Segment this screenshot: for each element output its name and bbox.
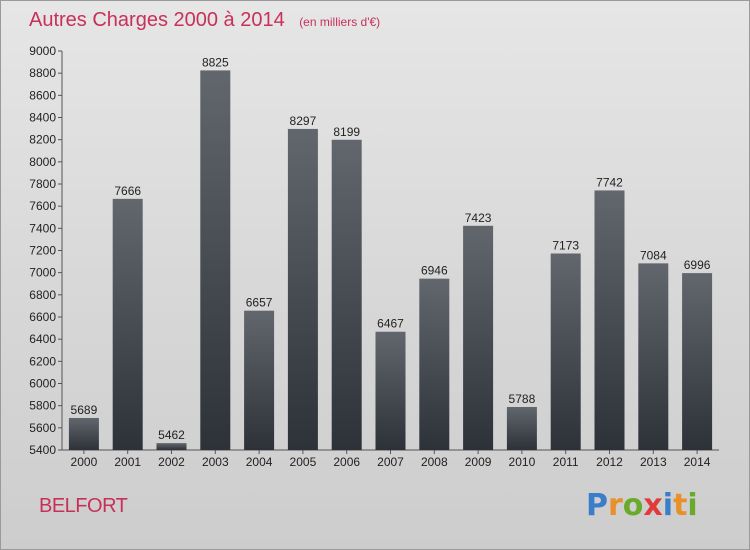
x-tick-label: 2003: [202, 455, 229, 469]
y-tick-label: 6000: [29, 377, 56, 391]
y-tick-label: 9000: [29, 44, 56, 58]
y-tick-label: 7200: [29, 244, 56, 258]
y-tick-label: 5600: [29, 421, 56, 435]
x-tick-label: 2004: [246, 455, 273, 469]
x-tick-label: 2009: [465, 455, 492, 469]
data-label: 7666: [114, 184, 141, 198]
data-label: 6467: [377, 317, 404, 331]
bar-2008: [419, 278, 450, 450]
bar-2011: [550, 253, 581, 450]
data-label: 5462: [158, 428, 185, 442]
logo-letter: P: [586, 488, 608, 523]
x-tick-label: 2001: [114, 455, 141, 469]
x-tick-label: 2010: [509, 455, 536, 469]
y-tick-label: 7600: [29, 199, 56, 213]
x-tick-label: 2008: [421, 455, 448, 469]
bar-2006: [331, 139, 362, 450]
x-tick-label: 2005: [290, 455, 317, 469]
bar-2012: [594, 190, 625, 450]
logo-letter: x: [643, 488, 663, 523]
x-tick-label: 2007: [377, 455, 404, 469]
chart-bars: [68, 70, 713, 450]
data-label: 6996: [684, 258, 711, 272]
y-tick-label: 6200: [29, 354, 56, 368]
x-tick-label: 2011: [553, 455, 579, 469]
x-tick-label: 2006: [333, 455, 360, 469]
logo-letter: r: [608, 488, 623, 523]
x-tick-label: 2000: [71, 455, 98, 469]
bar-2007: [375, 331, 406, 450]
y-tick-label: 6400: [29, 332, 56, 346]
proxiti-logo: Proxiti: [586, 488, 698, 523]
data-label: 8825: [202, 55, 229, 69]
y-tick-label: 7400: [29, 221, 56, 235]
bar-2002: [156, 443, 187, 450]
y-tick-label: 8400: [29, 111, 56, 125]
bar-2000: [68, 417, 99, 450]
bar-2004: [244, 310, 275, 450]
data-label: 7084: [640, 248, 667, 262]
data-label: 5788: [509, 392, 536, 406]
y-tick-label: 7000: [29, 266, 56, 280]
data-label: 8199: [333, 125, 360, 139]
y-tick-label: 7800: [29, 177, 56, 191]
data-label: 6946: [421, 264, 448, 278]
bar-2003: [200, 70, 231, 450]
bar-2010: [506, 406, 537, 450]
y-tick-label: 5400: [29, 443, 56, 457]
logo-letter: i: [662, 488, 674, 523]
y-tick-label: 8200: [29, 133, 56, 147]
bar-2001: [112, 198, 143, 450]
x-tick-label: 2002: [158, 455, 185, 469]
logo-letter: o: [622, 488, 644, 523]
x-tick-label: 2012: [596, 455, 623, 469]
chart-title: Autres Charges 2000 à 2014: [29, 9, 285, 31]
x-tick-label: 2013: [640, 455, 667, 469]
y-tick-label: 8000: [29, 155, 56, 169]
data-label: 5689: [71, 403, 98, 417]
bar-2005: [287, 128, 318, 450]
chart-data-labels: 5689 7666 5462 8825 6657 8297 8199 6467 6946 7423…: [71, 55, 711, 442]
y-tick-label: 6600: [29, 310, 56, 324]
logo-letter: i: [687, 488, 698, 523]
y-tick-label: 8600: [29, 88, 56, 102]
data-label: 7423: [465, 211, 492, 225]
y-tick-label: 8800: [29, 66, 56, 80]
chart-subtitle: (en milliers d'€): [299, 15, 381, 29]
data-label: 6657: [246, 296, 273, 310]
y-tick-label: 5800: [29, 399, 56, 413]
data-label: 8297: [290, 114, 317, 128]
x-tick-label: 2014: [684, 455, 711, 469]
data-label: 7173: [552, 238, 579, 252]
logo-letter: t: [673, 488, 688, 523]
bar-2009: [463, 225, 494, 450]
bar-2013: [638, 263, 669, 450]
commune-name: BELFORT: [39, 495, 128, 517]
bar-2014: [682, 273, 713, 450]
y-tick-label: 6800: [29, 288, 56, 302]
data-label: 7742: [596, 175, 623, 189]
chart-title-row: Autres Charges 2000 à 2014 (en milliers …: [29, 9, 380, 32]
